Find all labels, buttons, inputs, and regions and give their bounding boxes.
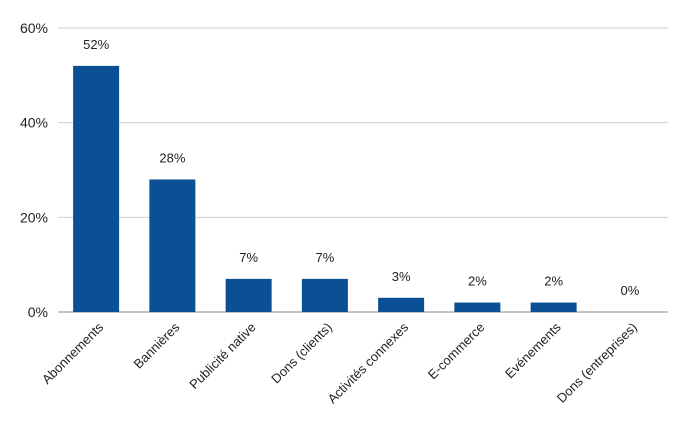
data-label: 2% bbox=[544, 274, 563, 289]
data-label: 2% bbox=[468, 274, 487, 289]
bar bbox=[73, 65, 120, 312]
bar bbox=[149, 179, 196, 312]
bar bbox=[530, 302, 577, 312]
category-label: E-commerce bbox=[425, 320, 488, 383]
category-label: Evénements bbox=[502, 319, 564, 381]
y-axis-tick-labels: 0% 20% 40% 60% bbox=[20, 20, 48, 320]
data-label: 28% bbox=[159, 150, 185, 165]
category-label: Activités connexes bbox=[325, 319, 412, 406]
category-label: Bannières bbox=[130, 319, 182, 371]
y-tick-label: 0% bbox=[28, 304, 48, 320]
category-label: Dons (entreprises) bbox=[554, 320, 640, 406]
data-label: 7% bbox=[315, 250, 334, 265]
bar bbox=[301, 278, 348, 312]
bars bbox=[73, 65, 577, 312]
bar bbox=[454, 302, 501, 312]
data-label: 52% bbox=[83, 37, 109, 52]
data-label: 7% bbox=[239, 250, 258, 265]
data-label: 0% bbox=[620, 283, 639, 298]
category-label: Abonnements bbox=[39, 319, 107, 387]
bar bbox=[225, 278, 272, 312]
y-tick-label: 60% bbox=[20, 20, 48, 36]
category-label: Dons (clients) bbox=[268, 320, 335, 387]
y-tick-label: 40% bbox=[20, 115, 48, 131]
data-label: 3% bbox=[392, 269, 411, 284]
y-tick-label: 20% bbox=[20, 209, 48, 225]
data-labels: 52% 28% 7% 7% 3% 2% 2% 0% bbox=[83, 37, 640, 298]
category-label: Publicité native bbox=[186, 320, 258, 392]
bar bbox=[378, 297, 425, 312]
category-labels: Abonnements Bannières Publicité native Dons… bbox=[39, 319, 640, 406]
